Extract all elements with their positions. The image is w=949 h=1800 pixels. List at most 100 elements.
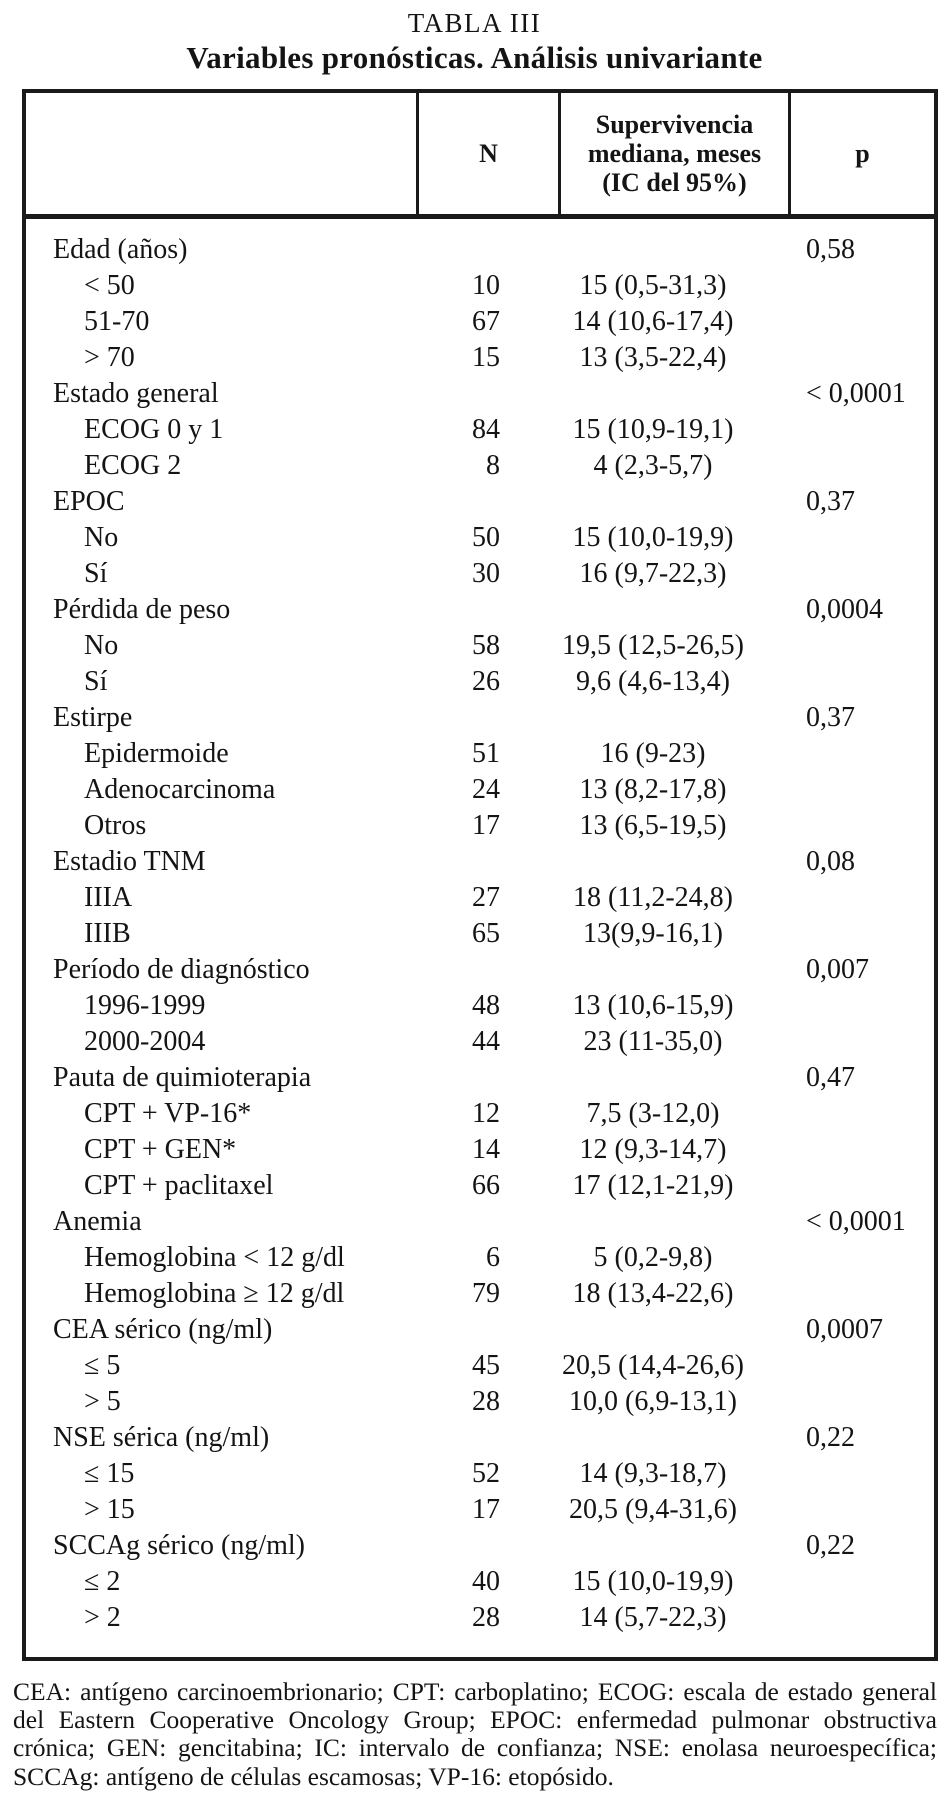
row-n-value: 8 — [486, 450, 500, 481]
table-row: ECOG 2 8 4 (2,3-5,7) — [26, 448, 934, 484]
row-median-survival-value: 23 (11-35,0) — [583, 1026, 723, 1057]
row-variable-label: ≤ 15 — [84, 1458, 135, 1489]
row-p-value: 0,37 — [806, 702, 855, 733]
row-variable-label: Hemoglobina ≥ 12 g/dl — [84, 1278, 345, 1309]
row-p-value: 0,58 — [806, 234, 855, 265]
header-p-value-cell: p — [855, 139, 870, 168]
row-variable-label: No — [84, 522, 119, 553]
row-n-value: 6 — [486, 1242, 500, 1273]
header-median-survival-cell: Supervivencia mediana, meses (IC del 95%… — [561, 93, 791, 214]
table-row: No 58 19,5 (12,5-26,5) — [26, 628, 934, 664]
row-variable-label: IIIB — [84, 918, 131, 949]
row-variable-label: NSE sérica (ng/ml) — [53, 1422, 270, 1453]
row-variable-label: < 50 — [84, 270, 135, 301]
row-n-value: 17 — [472, 1494, 500, 1525]
row-median-survival-value: 4 (2,3-5,7) — [593, 450, 713, 481]
table-row: > 5 28 10,0 (6,9-13,1) — [26, 1384, 934, 1420]
row-variable-label: > 2 — [84, 1602, 121, 1633]
row-median-survival-value: 5 (0,2-9,8) — [593, 1242, 713, 1273]
table-row: < 50 10 15 (0,5-31,3) — [26, 268, 934, 304]
row-variable-label: Edad (años) — [53, 234, 188, 265]
row-variable-label: Pérdida de peso — [53, 594, 231, 625]
table-row: 51-70 67 14 (10,6-17,4) — [26, 304, 934, 340]
row-p-value: 0,22 — [806, 1422, 855, 1453]
row-n-value: 51 — [472, 738, 500, 769]
table-row: CPT + paclitaxel 66 17 (12,1-21,9) — [26, 1168, 934, 1204]
row-variable-label: ECOG 2 — [84, 450, 182, 481]
row-median-survival-value: 13 (8,2-17,8) — [579, 774, 727, 805]
row-n-value: 28 — [472, 1602, 500, 1633]
row-n-value: 24 — [472, 774, 500, 805]
row-variable-label: > 5 — [84, 1386, 121, 1417]
table-number-title: TABLA III — [407, 8, 542, 38]
row-variable-label: > 15 — [84, 1494, 135, 1525]
table-row: 1996-1999 48 13 (10,6-15,9) — [26, 988, 934, 1024]
row-variable-label: Anemia — [53, 1206, 142, 1237]
row-median-survival-value: 13 (6,5-19,5) — [579, 810, 727, 841]
row-p-value: 0,37 — [806, 486, 855, 517]
row-variable-label: EPOC — [53, 486, 125, 517]
row-variable-label: Epidermoide — [84, 738, 229, 769]
row-p-value: 0,007 — [806, 954, 869, 985]
row-variable-label: Otros — [84, 810, 147, 841]
row-n-value: 40 — [472, 1566, 500, 1597]
row-n-value: 48 — [472, 990, 500, 1021]
table-header-row: N Supervivencia mediana, meses (IC del 9… — [26, 93, 934, 219]
row-n-value: 26 — [472, 666, 500, 697]
table-row: Estado general < 0,0001 — [26, 376, 934, 412]
row-p-value: 0,47 — [806, 1062, 855, 1093]
row-median-survival-value: 18 (13,4-22,6) — [572, 1278, 734, 1309]
table-row: Edad (años) 0,58 — [26, 232, 934, 268]
table-row: > 2 28 14 (5,7-22,3) — [26, 1600, 934, 1636]
table-subtitle: Variables pronósticas. Análisis univaria… — [186, 40, 763, 75]
table-row: Adenocarcinoma 24 13 (8,2-17,8) — [26, 772, 934, 808]
row-median-survival-value: 18 (11,2-24,8) — [573, 882, 733, 913]
row-variable-label: Período de diagnóstico — [53, 954, 310, 985]
row-p-value: < 0,0001 — [806, 378, 906, 409]
row-median-survival-value: 14 (10,6-17,4) — [572, 306, 734, 337]
table-row: ≤ 2 40 15 (10,0-19,9) — [26, 1564, 934, 1600]
row-variable-label: ECOG 0 y 1 — [84, 414, 224, 445]
row-variable-label: Adenocarcinoma — [84, 774, 276, 805]
table-row: Sí 30 16 (9,7-22,3) — [26, 556, 934, 592]
row-variable-label: IIIA — [84, 882, 133, 913]
row-median-survival-value: 13(9,9-16,1) — [583, 918, 723, 949]
table-row: Sí 26 9,6 (4,6-13,4) — [26, 664, 934, 700]
row-variable-label: > 70 — [84, 342, 135, 373]
table-row: IIIB 65 13(9,9-16,1) — [26, 916, 934, 952]
row-variable-label: Pauta de quimioterapia — [53, 1062, 312, 1093]
row-variable-label: No — [84, 630, 119, 661]
row-n-value: 45 — [472, 1350, 500, 1381]
row-p-value: 0,08 — [806, 846, 855, 877]
row-p-value: 0,0004 — [806, 594, 883, 625]
table-row: Otros 17 13 (6,5-19,5) — [26, 808, 934, 844]
univariate-analysis-table: N Supervivencia mediana, meses (IC del 9… — [22, 89, 938, 1661]
row-variable-label: Sí — [84, 666, 108, 697]
row-n-value: 14 — [472, 1134, 500, 1165]
row-n-value: 30 — [472, 558, 500, 589]
row-variable-label: ≤ 5 — [84, 1350, 121, 1381]
row-median-survival-value: 15 (10,9-19,1) — [572, 414, 734, 445]
row-median-survival-value: 19,5 (12,5-26,5) — [562, 630, 744, 661]
row-median-survival-value: 15 (10,0-19,9) — [572, 522, 734, 553]
row-median-survival-value: 7,5 (3-12,0) — [586, 1098, 720, 1129]
row-median-survival-value: 20,5 (9,4-31,6) — [569, 1494, 737, 1525]
table-row: IIIA 27 18 (11,2-24,8) — [26, 880, 934, 916]
table-row: ≤ 15 52 14 (9,3-18,7) — [26, 1456, 934, 1492]
row-n-value: 44 — [472, 1026, 500, 1057]
row-p-value: 0,22 — [806, 1530, 855, 1561]
row-median-survival-value: 16 (9-23) — [600, 738, 706, 769]
table-row: CPT + GEN* 14 12 (9,3-14,7) — [26, 1132, 934, 1168]
table-row: Pauta de quimioterapia 0,47 — [26, 1060, 934, 1096]
row-n-value: 84 — [472, 414, 500, 445]
row-variable-label: CPT + GEN* — [84, 1134, 237, 1165]
row-variable-label: SCCAg sérico (ng/ml) — [53, 1530, 305, 1561]
table-row: Epidermoide 51 16 (9-23) — [26, 736, 934, 772]
abbreviations-footnote: CEA: antígeno carcinoembrionario; CPT: c… — [13, 1677, 937, 1791]
table-row: Estirpe 0,37 — [26, 700, 934, 736]
table-row: > 15 17 20,5 (9,4-31,6) — [26, 1492, 934, 1528]
table-row: ECOG 0 y 1 84 15 (10,9-19,1) — [26, 412, 934, 448]
row-n-value: 58 — [472, 630, 500, 661]
row-n-value: 66 — [472, 1170, 500, 1201]
